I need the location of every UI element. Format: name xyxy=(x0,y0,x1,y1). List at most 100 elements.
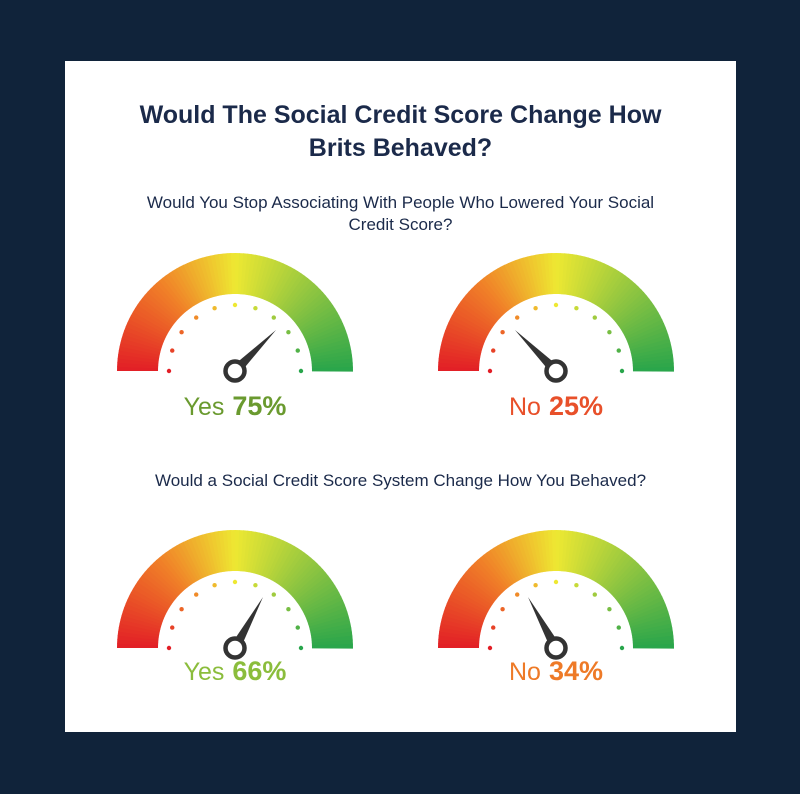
gauge-arc-segment xyxy=(251,255,265,297)
gauge-arc-segment xyxy=(603,278,633,313)
gauge-arc-segment xyxy=(531,531,544,573)
gauge-arc-segment xyxy=(293,572,329,601)
gauge-arc-segment xyxy=(156,557,186,591)
gauge-arc-segment xyxy=(298,305,336,331)
gauge-hub xyxy=(223,636,247,660)
gauge-value: 34% xyxy=(548,656,603,686)
gauge-arc-segment xyxy=(632,639,674,646)
gauge-arc-segment xyxy=(302,592,342,615)
gauge-no-behaviour xyxy=(438,530,674,660)
gauge-category: Yes xyxy=(183,658,225,686)
gauge-arc-segment xyxy=(438,358,480,366)
gauge-arc-segment xyxy=(118,626,160,638)
gauge-arc-segment xyxy=(609,286,642,318)
gauge-arc-segment xyxy=(438,643,480,648)
gauge-arc-segment xyxy=(311,362,353,369)
gauge-arc-segment xyxy=(486,549,514,586)
gauge-arc-segment xyxy=(311,366,353,372)
gauge-arc-segment xyxy=(519,257,536,298)
gauge-arc-segment xyxy=(156,280,186,314)
gauge-arc-segment xyxy=(584,261,605,301)
gauge-arc-segment xyxy=(130,311,169,335)
gauge-arc-segment xyxy=(631,627,673,638)
gauge-label-yes-associating: Yes 75% xyxy=(115,391,355,422)
gauge-arc-segment xyxy=(137,578,173,605)
gauge-arc-segment xyxy=(206,255,220,297)
gauge-tick-dot xyxy=(232,579,238,585)
gauge-arc-segment xyxy=(150,562,182,595)
gauge-arc-segment xyxy=(153,559,184,593)
gauge-arc-segment xyxy=(566,254,578,296)
gauge-arc-segment xyxy=(306,326,347,346)
gauge-arc-segment xyxy=(311,643,353,649)
gauge-arc-segment xyxy=(278,273,305,309)
gauge-arc-segment xyxy=(558,530,565,572)
gauge-arc-segment xyxy=(271,266,295,305)
question-1: Would You Stop Associating With People W… xyxy=(146,193,655,234)
gauge-arc-segment xyxy=(599,550,626,586)
gauge-hub xyxy=(544,359,568,383)
gauge-arc-segment xyxy=(121,333,162,350)
gauge-tick-dot xyxy=(253,306,258,311)
gauge-category: No xyxy=(508,658,541,686)
gauge-arc-segment xyxy=(477,557,507,591)
gauge-arc-segment xyxy=(271,543,295,582)
gauge-arc-segment xyxy=(290,289,324,320)
gauge-arc-segment xyxy=(453,307,491,333)
gauge-arc-segment xyxy=(165,272,193,309)
gauge-arc-segment xyxy=(268,264,291,304)
gauge-arc-segment xyxy=(623,592,663,615)
gauge-arc-segment xyxy=(300,308,338,333)
gauge-arc-segment xyxy=(132,307,170,333)
gauge-arc-segment xyxy=(493,268,518,306)
gauge-arc-segment xyxy=(569,531,582,573)
gauge-arc-segment xyxy=(596,270,623,308)
gauge-arc-segment xyxy=(621,308,659,333)
gauge-arc-segment xyxy=(438,635,480,643)
gauge-arc-segment xyxy=(139,574,175,603)
gauge-arc-segment xyxy=(626,600,666,620)
gauge-arc-segment xyxy=(310,627,352,638)
gauge-arc-segment xyxy=(147,565,180,597)
gauge-arc-segment xyxy=(442,610,483,627)
gauge-arc-segment xyxy=(609,563,642,595)
gauge-tick-dot xyxy=(533,583,538,588)
gauge-arc-segment xyxy=(445,326,485,345)
gauge-arc-segment xyxy=(311,639,353,646)
gauge-arc-segment xyxy=(527,255,541,297)
gauge-arc-segment xyxy=(282,555,312,590)
gauge-arc-segment xyxy=(297,301,334,329)
gauge-arc-segment xyxy=(311,635,353,644)
gauge-arc-segment xyxy=(226,253,233,295)
gauge-tick-dot xyxy=(553,579,559,585)
gauge-arc-segment xyxy=(304,596,344,618)
gauge-arc-segment xyxy=(577,257,594,298)
gauge-arc-segment xyxy=(439,349,481,361)
gauge-arc-segment xyxy=(288,563,321,595)
gauge-tick-dot xyxy=(500,330,505,335)
gauge-arc-segment xyxy=(572,255,586,297)
gauge-arc-segment xyxy=(218,253,228,295)
gauge-arc-segment xyxy=(240,253,248,295)
gauge-arc-segment xyxy=(439,622,481,635)
gauge-tick-dot xyxy=(271,592,276,597)
gauge-arc-segment xyxy=(278,550,305,586)
gauge-label-no-associating: No 25% xyxy=(436,391,676,422)
gauge-arc-segment xyxy=(480,554,509,590)
gauge-arc-segment xyxy=(483,552,512,588)
gauge-arc-segment xyxy=(618,301,655,329)
gauge-tick-dot xyxy=(619,645,625,651)
gauge-tick-dot xyxy=(194,592,199,597)
gauge-arc-segment xyxy=(159,277,188,313)
gauge-arc-segment xyxy=(500,264,523,304)
gauge-arc-segment xyxy=(589,264,612,304)
gauge-arc-segment xyxy=(280,275,309,311)
gauge-tick-dot xyxy=(616,625,621,630)
gauge-arc-segment xyxy=(117,358,159,366)
gauge-yes-associating xyxy=(117,253,353,383)
gauge-arc-segment xyxy=(127,318,166,340)
gauge-arc-segment xyxy=(290,566,324,597)
gauge-no-associating xyxy=(438,253,674,383)
infographic-card: Would The Social Credit Score Change How… xyxy=(65,61,736,732)
gauge-arc-segment xyxy=(438,353,480,363)
